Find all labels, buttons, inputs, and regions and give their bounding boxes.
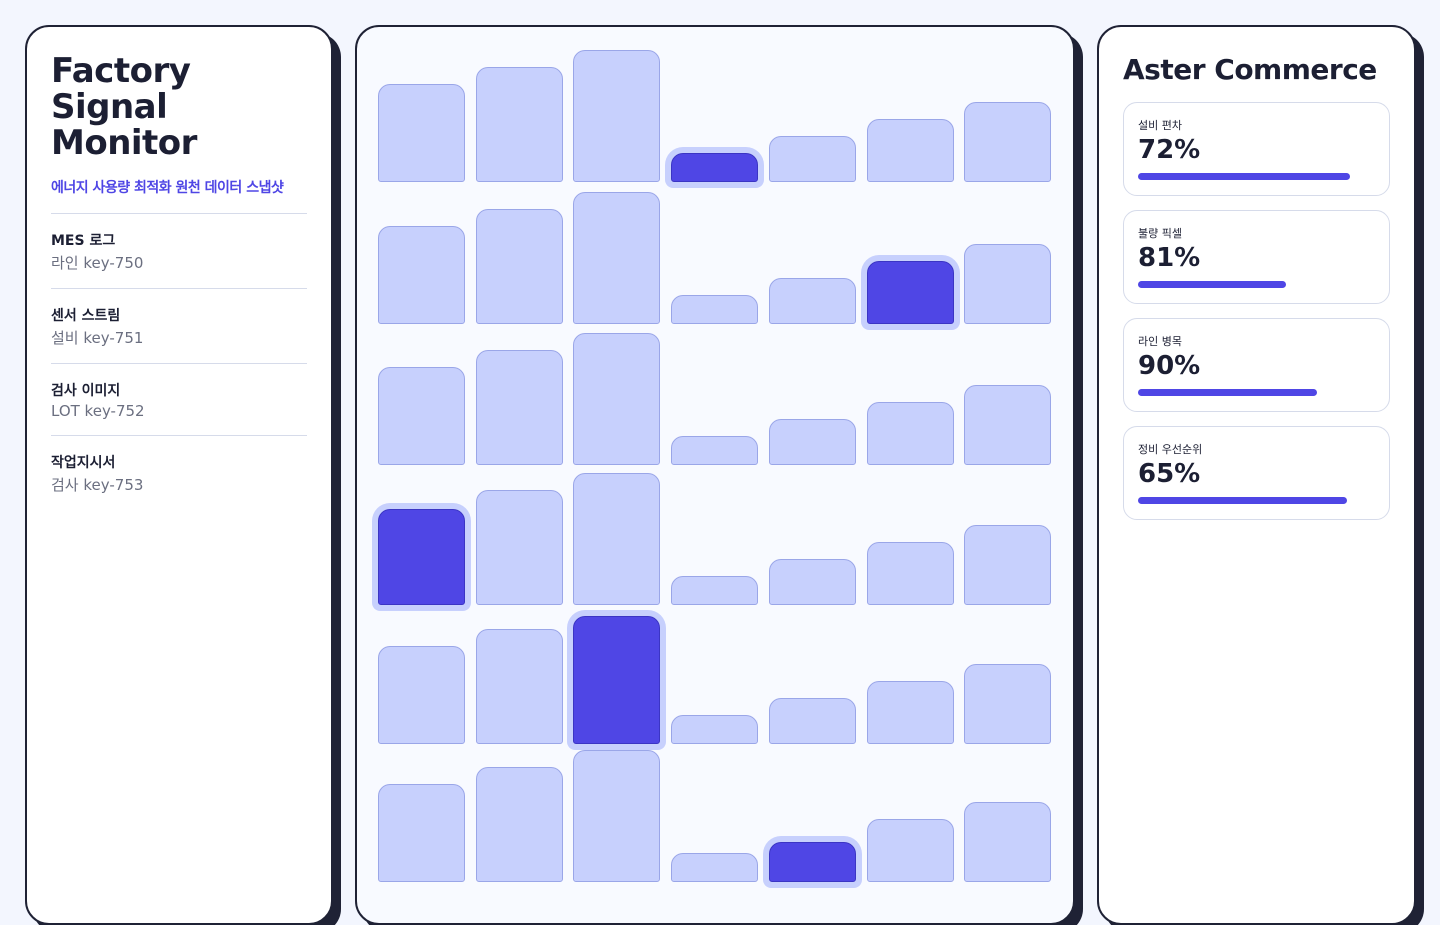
panel-title: Aster Commerce — [1123, 53, 1377, 86]
page: Factory Signal Monitor 에너지 사용량 최적화 원천 데이… — [25, 25, 1416, 925]
metric-card: 라인 병목 90% — [1123, 318, 1390, 412]
grid-cell — [964, 102, 1052, 182]
metrics-panel: Aster Commerce 설비 편차 72% 불량 픽셀 81% 라인 병목 90% 정… — [1097, 25, 1416, 925]
metric-label: 설비 편차 — [1138, 119, 1182, 132]
grid-cell — [475, 350, 563, 465]
grid-cell — [866, 819, 954, 882]
grid-cell — [866, 119, 954, 182]
grid-cell — [866, 402, 954, 465]
grid-cell — [768, 842, 856, 882]
metric-card: 불량 픽셀 81% — [1123, 210, 1390, 304]
metric-bar — [1138, 281, 1286, 288]
metric-card: 정비 우선순위 65% — [1123, 426, 1390, 520]
grid-cell — [964, 525, 1052, 605]
grid-cell — [964, 802, 1052, 882]
title: Factory Signal Monitor — [51, 51, 197, 163]
metric-card: 설비 편차 72% — [1123, 102, 1390, 196]
metric-value: 81% — [1138, 243, 1201, 273]
grid-cell — [768, 698, 856, 744]
grid-cell — [964, 244, 1052, 324]
grid-cell — [573, 50, 661, 182]
metric-bar — [1138, 389, 1317, 396]
grid-cell — [671, 153, 759, 182]
source-label: 검사 이미지 — [51, 383, 121, 399]
grid-cell — [768, 419, 856, 465]
grid-cell — [378, 509, 465, 605]
grid-cell — [475, 67, 563, 182]
grid-cell — [671, 853, 759, 882]
grid-cell — [378, 226, 465, 324]
grid-cell — [475, 209, 563, 324]
source-panel: Factory Signal Monitor 에너지 사용량 최적화 원천 데이… — [25, 25, 333, 925]
metric-value: 65% — [1138, 459, 1201, 489]
subtitle: 에너지 사용량 최적화 원천 데이터 스냅샷 — [51, 177, 307, 214]
grid-cell — [964, 664, 1052, 744]
source-detail: 설비 key-751 — [51, 329, 144, 347]
grid-cell — [378, 367, 465, 465]
grid-cell — [378, 84, 465, 182]
grid-cell — [475, 767, 563, 882]
grid-cell — [573, 333, 661, 465]
grid-cell — [768, 136, 856, 182]
grid-cell — [573, 750, 661, 882]
grid-cell — [866, 261, 954, 324]
metric-value: 72% — [1138, 135, 1201, 165]
source-label: 작업지시서 — [51, 455, 116, 471]
signal-grid — [355, 25, 1075, 925]
grid-cell — [671, 436, 759, 465]
metric-label: 불량 픽셀 — [1138, 227, 1182, 240]
metric-value: 90% — [1138, 351, 1201, 381]
source-label: 센서 스트림 — [51, 308, 121, 324]
source-detail: LOT key-752 — [51, 402, 145, 420]
grid-cell — [866, 542, 954, 605]
grid-cell — [573, 616, 661, 744]
grid-cell — [378, 784, 465, 882]
grid-cell — [768, 559, 856, 605]
source-detail: 라인 key-750 — [51, 254, 144, 272]
metric-label: 정비 우선순위 — [1138, 443, 1203, 456]
source-detail: 검사 key-753 — [51, 476, 144, 494]
grid-cell — [378, 646, 465, 744]
source-item: 검사 이미지 LOT key-752 — [51, 364, 307, 436]
grid-cell — [573, 192, 661, 324]
grid-cell — [475, 490, 563, 605]
source-label: MES 로그 — [51, 233, 116, 249]
metric-bar — [1138, 497, 1347, 504]
metric-label: 라인 병목 — [1138, 335, 1182, 348]
grid-cell — [475, 629, 563, 744]
grid-cell — [866, 681, 954, 744]
metric-bar — [1138, 173, 1350, 180]
grid-cell — [671, 295, 759, 324]
grid-cell — [573, 473, 661, 605]
grid-cell — [964, 385, 1052, 465]
source-list: MES 로그 라인 key-750 센서 스트림 설비 key-751 검사 이미지 LO… — [51, 214, 307, 510]
grid-cell — [671, 576, 759, 605]
grid-cell — [768, 278, 856, 324]
grid-cell — [671, 715, 759, 744]
